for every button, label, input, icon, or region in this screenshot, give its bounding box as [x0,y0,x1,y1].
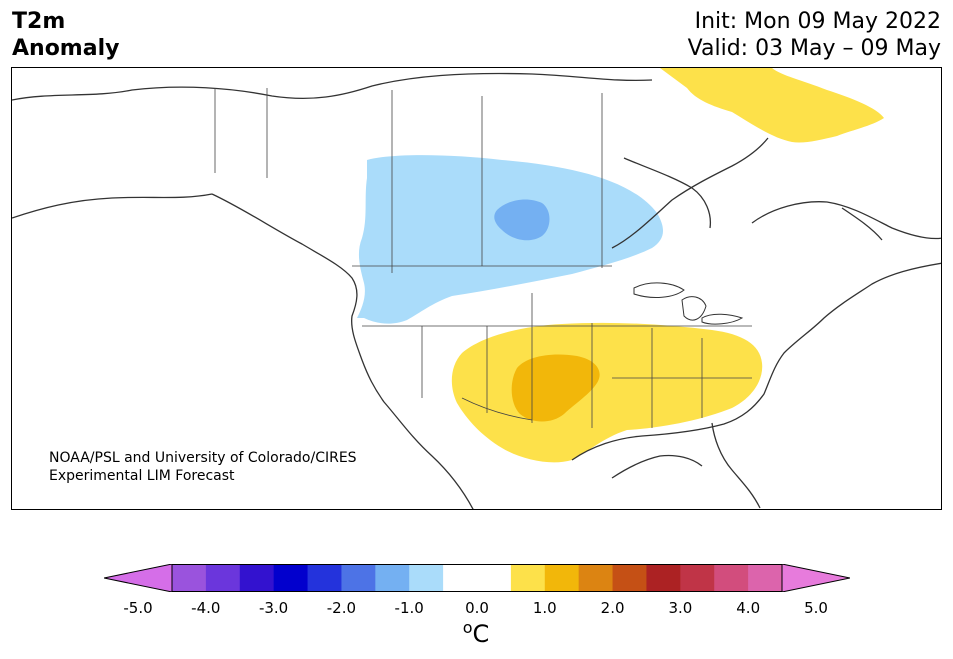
colorbar-bin [544,564,580,592]
colorbar-bin [409,564,444,592]
great-lakes [633,282,744,325]
cold-anomaly-region [357,155,664,324]
colorbar-tick-label: 1.0 [532,599,557,617]
colorbar-tick-label: -4.0 [191,599,221,617]
colorbar-bin [273,564,309,592]
coastlines [12,72,941,509]
anomaly-map [11,67,942,510]
colorbar-bin [510,564,546,592]
warm-anomaly-core [511,354,600,422]
cold-anomaly-core [494,199,550,241]
colorbar-tick-label: -1.0 [394,599,424,617]
colorbar-bin [307,564,342,592]
colorbar-bin [680,564,715,592]
colorbar-bin [443,564,478,592]
colorbar-bin [239,564,275,592]
anomaly-fills [357,68,884,463]
colorbar-bin [646,564,681,592]
credit-text: NOAA/PSL and University of Colorado/CIRE… [49,449,357,485]
colorbar-extend-low [104,564,173,592]
title-line-1: T2m [12,9,66,34]
colorbar-bin [477,564,512,592]
colorbar-extend-high [781,564,850,592]
colorbar-tick-label: 2.0 [600,599,625,617]
colorbar-outline [171,564,783,592]
credit-line-2: Experimental LIM Forecast [49,468,235,484]
colorbar-tick-label: 0.0 [465,599,489,617]
map-canvas [12,68,941,509]
map-title: T2m Anomaly [12,8,119,62]
colorbar-bin [341,564,376,592]
colorbar-tick-label: -2.0 [326,599,357,617]
colorbar-bin [375,564,410,592]
title-line-2: Anomaly [12,36,120,61]
greenland-warm-anomaly [660,68,884,143]
unit-symbol: C [472,620,490,648]
unit-label: oC [463,618,490,648]
colorbar-bin [612,564,647,592]
colorbar [104,564,850,592]
colorbar-tick-label: 3.0 [668,599,693,617]
political-borders [214,88,752,428]
credit-line-1: NOAA/PSL and University of Colorado/CIRE… [49,450,357,466]
colorbar-tick-label: -3.0 [258,599,289,617]
colorbar-bin [205,564,241,592]
colorbar-tick-label: 4.0 [736,599,761,617]
colorbar-bin [714,564,749,592]
colorbar-bin [748,564,783,592]
colorbar-tick-label: 5.0 [804,599,828,617]
colorbar-bin [172,564,207,592]
valid-range: Valid: 03 May – 09 May [687,36,941,61]
forecast-info: Init: Mon 09 May 2022 Valid: 03 May – 09… [688,8,941,62]
init-date: Init: Mon 09 May 2022 [694,9,941,34]
colorbar-tick-label: -5.0 [123,599,153,617]
unit-superscript: o [462,618,473,637]
warm-anomaly-region [451,322,763,463]
colorbar-bin [578,564,614,592]
